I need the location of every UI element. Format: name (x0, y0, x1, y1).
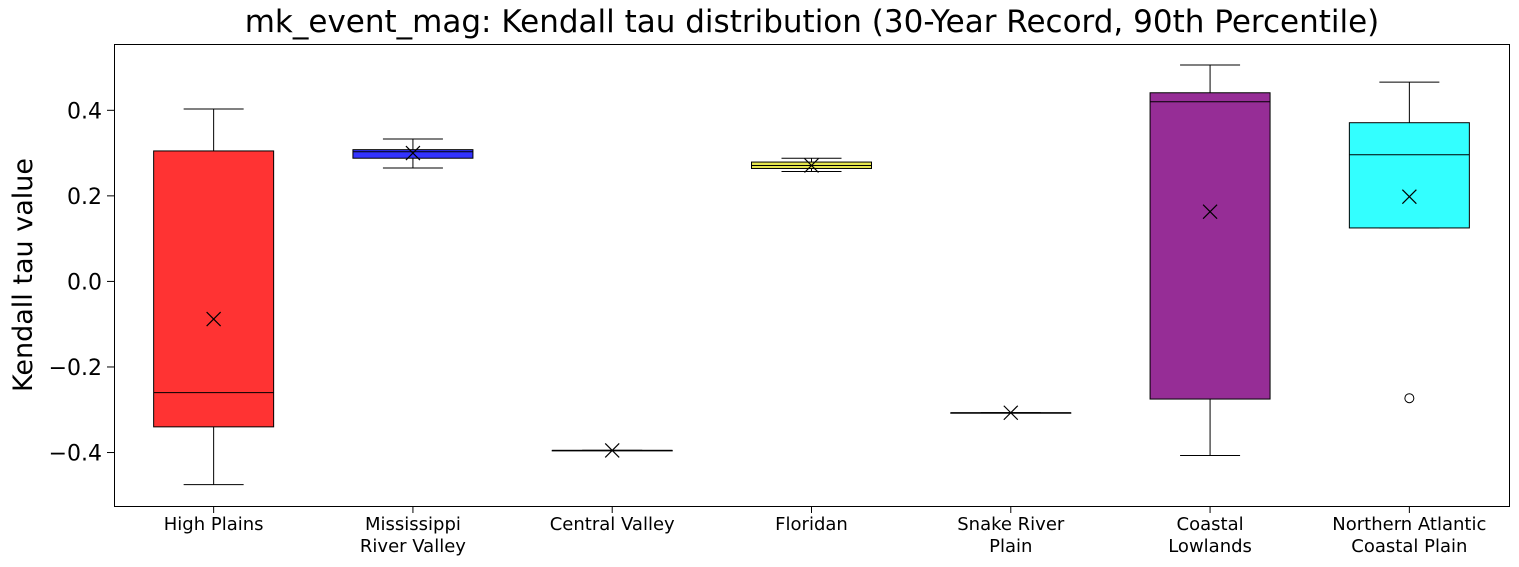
mean-marker (604, 442, 620, 458)
chart-title: mk_event_mag: Kendall tau distribution (… (244, 4, 1380, 40)
mean-marker (206, 311, 222, 327)
x-tick-label: Northern Atlantic Coastal Plain (1332, 514, 1486, 557)
y-tick-label: 0.4 (67, 99, 102, 124)
x-tick-label: Coastal Lowlands (1168, 514, 1252, 557)
x-tick-label: Central Valley (550, 514, 675, 535)
box-iqr (153, 150, 275, 428)
box-group (950, 405, 1072, 421)
mean-marker (1401, 189, 1417, 205)
box-group (551, 442, 673, 458)
mean-marker (405, 145, 421, 161)
plot-frame (114, 44, 1510, 507)
x-tick-label: High Plains (164, 514, 264, 535)
x-tick-label: Snake River Plain (957, 514, 1065, 557)
x-tick-label: Floridan (775, 514, 848, 535)
outlier-point (1404, 393, 1415, 404)
box-iqr (1348, 122, 1470, 229)
box-iqr (1149, 92, 1271, 400)
box-iqr (352, 149, 474, 159)
y-tick-label: −0.2 (49, 356, 102, 381)
mean-marker (1202, 204, 1218, 220)
mean-marker (1003, 405, 1019, 421)
box-group (352, 138, 474, 169)
mean-marker (804, 158, 819, 173)
box-group (1149, 64, 1271, 457)
x-tick-label: Mississippi River Valley (360, 514, 466, 557)
y-axis-label: Kendall tau value (8, 158, 39, 392)
y-tick-label: 0.0 (67, 270, 102, 295)
box-group (153, 108, 275, 486)
y-tick-label: −0.4 (49, 442, 102, 467)
box-group (751, 157, 872, 173)
y-tick-label: 0.2 (67, 185, 102, 210)
box-group (1348, 81, 1470, 404)
